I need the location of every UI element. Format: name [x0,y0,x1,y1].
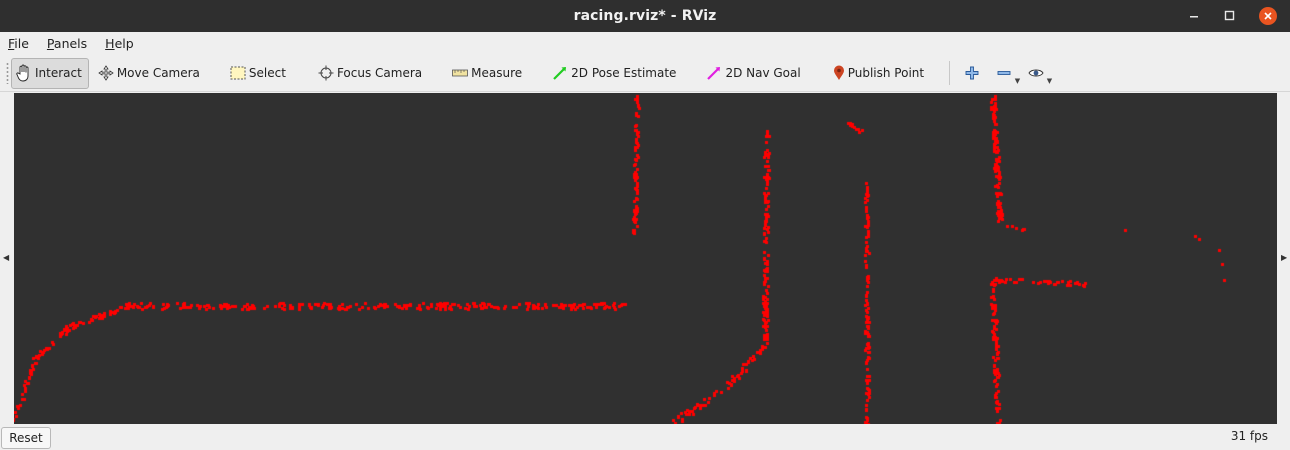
2d-nav-goal-tool-button[interactable]: 2D Nav Goal [701,58,807,89]
window-title: racing.rviz* - RViz [573,8,717,24]
tools-toolbar: Interact Move Camera Select Focus Camera… [0,55,1290,92]
close-button[interactable] [1259,7,1277,25]
minus-icon [997,71,1011,75]
hand-icon [16,64,29,82]
menu-bar: File Panels Help [0,32,1290,54]
dropdown-arrow-icon: ▼ [1046,77,1053,85]
left-dock-collapse-arrow-icon[interactable]: ◀ [3,253,10,262]
status-bar: Reset 31 fps [0,426,1290,450]
tool-visibility-button[interactable]: ▼ [1022,59,1053,87]
window-controls [1181,0,1282,32]
measure-tool-button[interactable]: Measure [447,58,529,89]
toolbar-grip[interactable] [6,62,9,84]
selection-rectangle-icon [230,66,246,80]
3d-render-viewport[interactable] [14,93,1277,424]
eye-icon [1028,69,1044,77]
select-tool-button[interactable]: Select [225,58,293,89]
close-icon [1264,12,1272,20]
publish-point-tool-button[interactable]: Publish Point [828,58,931,89]
reset-button[interactable]: Reset [1,427,51,449]
fps-readout: 31 fps [1230,429,1268,443]
add-tool-button[interactable] [958,59,986,87]
focus-camera-tool-button[interactable]: Focus Camera [313,58,429,89]
maximize-icon [1224,10,1235,21]
laser-scan-points [14,93,1277,424]
plus-icon [965,66,979,80]
remove-tool-button[interactable]: ▼ [990,59,1021,87]
ruler-icon [452,69,469,77]
move-arrows-icon [98,65,114,81]
menu-help[interactable]: Help [105,35,134,51]
green-arrow-icon [553,67,567,80]
map-pin-icon [833,65,844,80]
move-camera-tool-button[interactable]: Move Camera [93,58,207,89]
menu-panels[interactable]: Panels [46,35,88,51]
toolbar-separator [949,61,951,85]
title-bar: racing.rviz* - RViz [0,0,1290,32]
magenta-arrow-icon [707,67,721,80]
interact-tool-button[interactable]: Interact [11,57,89,89]
maximize-button[interactable] [1217,3,1243,29]
2d-pose-estimate-tool-button[interactable]: 2D Pose Estimate [547,58,683,89]
right-dock-collapse-arrow-icon[interactable]: ▶ [1281,253,1288,262]
minimize-icon [1190,16,1198,18]
menu-file[interactable]: File [8,35,29,51]
minimize-button[interactable] [1181,3,1207,29]
dropdown-arrow-icon: ▼ [1014,77,1021,85]
focus-crosshair-icon [318,65,334,81]
